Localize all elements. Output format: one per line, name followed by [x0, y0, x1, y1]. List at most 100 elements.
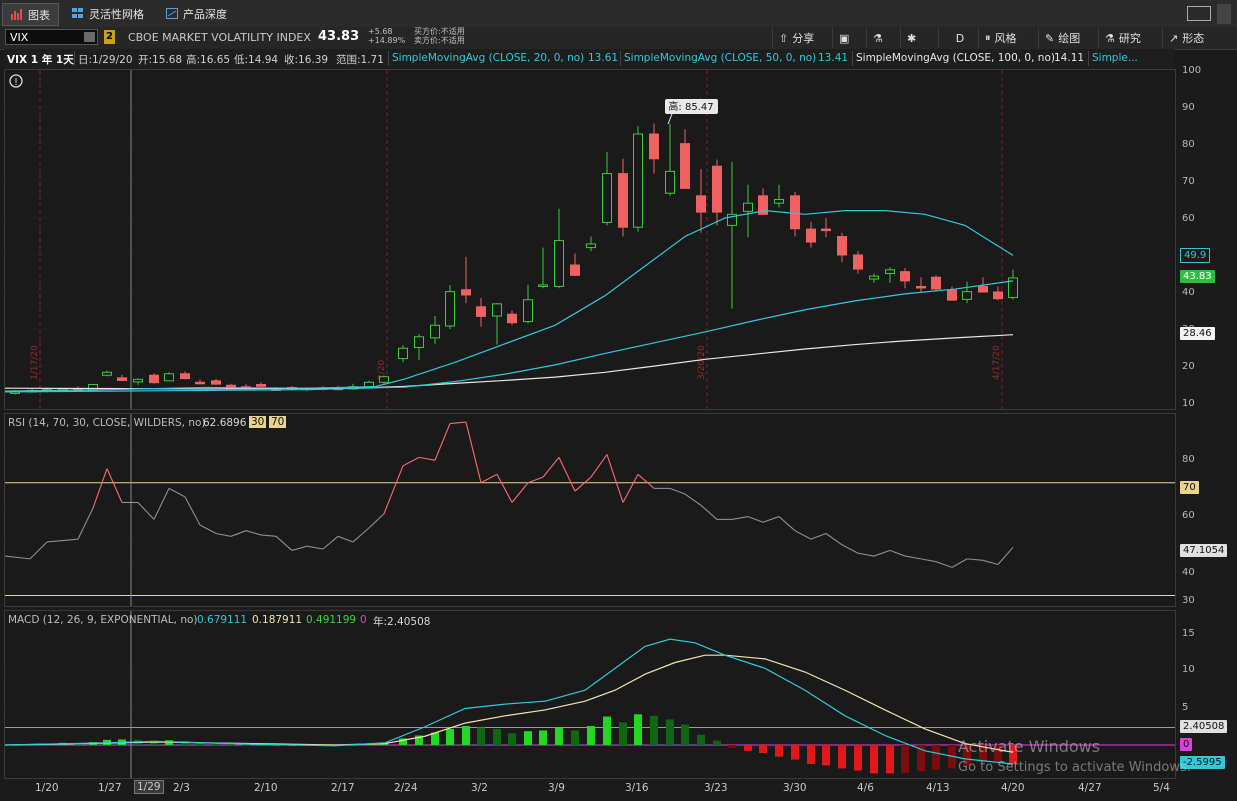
candle-body [712, 165, 722, 213]
macd-value: 0.679111 [197, 614, 248, 626]
macd-histogram-bar [886, 745, 894, 774]
alert-icon[interactable] [9, 74, 23, 88]
window-scrollbar[interactable] [1217, 4, 1231, 24]
macd-histogram-bar [870, 745, 878, 774]
rsi-segment [904, 555, 922, 560]
price-chart[interactable]: 1/17/20 2/20 3/20/20 4/17/20 ! 高: 85.47 [5, 70, 1175, 409]
symbol-input[interactable]: VIX [5, 29, 98, 45]
chevron-down-icon[interactable] [84, 32, 95, 42]
rsi-tick: 40 [1182, 567, 1195, 578]
status-low: 低:14.94 [234, 54, 279, 66]
rsi-segment [511, 482, 529, 503]
price-axis[interactable]: 100 90 80 70 60 50 40 30 20 10 49.9 43.8… [1176, 65, 1237, 410]
rsi-segment [480, 473, 498, 484]
candle-body [379, 376, 389, 383]
rsi-segment [368, 513, 385, 529]
macd-histogram-bar [227, 744, 235, 746]
macd-histogram-bar [257, 745, 265, 746]
research-label: 研究 [1118, 32, 1141, 45]
rsi-segment [337, 535, 354, 543]
rsi-segment [46, 540, 64, 543]
rsi-segment [731, 516, 749, 520]
macd-line [5, 638, 1014, 765]
more-studies[interactable]: Simple... [1092, 52, 1138, 64]
candle-body [554, 240, 564, 287]
tab-product-depth[interactable]: 产品深度 [158, 3, 235, 24]
research-button[interactable]: ⚗ 研究 [1098, 28, 1147, 48]
macd-histogram-bar [399, 738, 407, 745]
rsi-oversold: 30 [249, 416, 267, 428]
rsi-segment [669, 487, 686, 495]
rsi-segment [966, 558, 984, 561]
period-button[interactable]: D [938, 28, 981, 48]
link-group-badge[interactable]: 2 [104, 30, 115, 44]
rsi-segment [857, 552, 875, 557]
candle-body [618, 173, 628, 228]
rsi-segment [383, 465, 404, 514]
rsi-segment [606, 454, 624, 503]
gear-icon: ✱ [907, 31, 917, 45]
patterns-button[interactable]: ↗ 形态 [1162, 28, 1210, 48]
price-tick: 80 [1182, 139, 1195, 150]
maximize-button[interactable] [1187, 6, 1211, 21]
share-button[interactable]: ⇧ 分享 [772, 28, 820, 48]
last-price-label: 43.83 [1180, 270, 1215, 283]
settings-button[interactable]: ✱ [900, 28, 931, 48]
macd-histogram-bar [539, 730, 547, 745]
date-label: 3/30 [783, 782, 807, 794]
rsi-segment [449, 421, 467, 425]
tab-flexible-grid[interactable]: 灵活性网格 [64, 3, 152, 24]
draw-button[interactable]: ✎ 绘图 [1038, 28, 1086, 48]
rsi-segment [77, 507, 94, 540]
symbol-value: VIX [10, 31, 29, 44]
rsi-segment [982, 559, 999, 566]
candle-body [195, 381, 205, 385]
rsi-segment [434, 423, 451, 461]
period-label: D [955, 31, 965, 45]
alert-icon-glyph: ! [14, 77, 18, 88]
candle-body [256, 384, 266, 387]
macd-tick: 10 [1182, 664, 1195, 675]
calendar-button[interactable]: ▣ [832, 28, 863, 48]
macd-axis[interactable]: 15 10 5 2.40508 0 -2.5995 [1176, 610, 1237, 779]
sma100-price-label: 28.46 [1180, 327, 1215, 340]
rsi-segment [935, 561, 953, 568]
rsi-segment [873, 549, 891, 557]
flask-button[interactable]: ⚗ [866, 28, 897, 48]
flask-icon: ⚗ [1105, 31, 1115, 45]
rsi-segment [137, 502, 155, 520]
sma100-value: 14.11 [1054, 52, 1085, 64]
price-tick: 90 [1182, 102, 1195, 113]
candle-body [853, 254, 863, 270]
price-panel[interactable]: 1/17/20 2/20 3/20/20 4/17/20 ! 高: 85.47 [4, 69, 1176, 410]
candle-body [696, 195, 706, 213]
status-open: 开:15.68 [138, 54, 183, 66]
macd-histogram-bar [963, 745, 971, 766]
macd-histogram-bar [462, 726, 470, 745]
candle-body [149, 374, 159, 384]
rsi-tick: 60 [1182, 510, 1195, 521]
high-callout: 高: 85.47 [665, 99, 718, 125]
rsi-segment [496, 474, 513, 503]
candle-body [133, 378, 143, 383]
macd-chart[interactable] [5, 611, 1175, 778]
activation-watermark: Activate Windows [958, 737, 1101, 756]
rsi-segment [637, 473, 655, 489]
macd-histogram-bar [697, 734, 705, 745]
rsi-axis[interactable]: 80 60 40 30 70 47.1054 [1176, 413, 1237, 607]
macd-histogram-bar [493, 728, 501, 745]
price-change: +5.68 +14.89% [368, 27, 405, 45]
rsi-chart[interactable] [5, 414, 1175, 606]
style-button[interactable]: ⏸ 风格 [978, 28, 1023, 48]
macd-avg: 0.187911 [252, 614, 303, 626]
date-axis[interactable]: 1/20 1/27 1/29 2/3 2/10 2/17 2/24 3/2 3/9 3/16 3/2… [4, 779, 1176, 801]
macd-histogram-bar [150, 740, 158, 745]
macd-panel[interactable]: MACD (12, 26, 9, EXPONENTIAL, no) 0.6791… [4, 610, 1176, 779]
tab-chart[interactable]: 图表 [2, 3, 59, 26]
price-tick: 10 [1182, 398, 1195, 409]
macd-histogram-bar [196, 742, 204, 745]
macd-zero: 0 [360, 614, 367, 626]
rsi-panel[interactable]: RSI (14, 70, 30, CLOSE, WILDERS, no) 62.… [4, 413, 1176, 607]
candle-body [492, 303, 502, 317]
rsi-legend: RSI (14, 70, 30, CLOSE, WILDERS, no) [8, 417, 206, 429]
